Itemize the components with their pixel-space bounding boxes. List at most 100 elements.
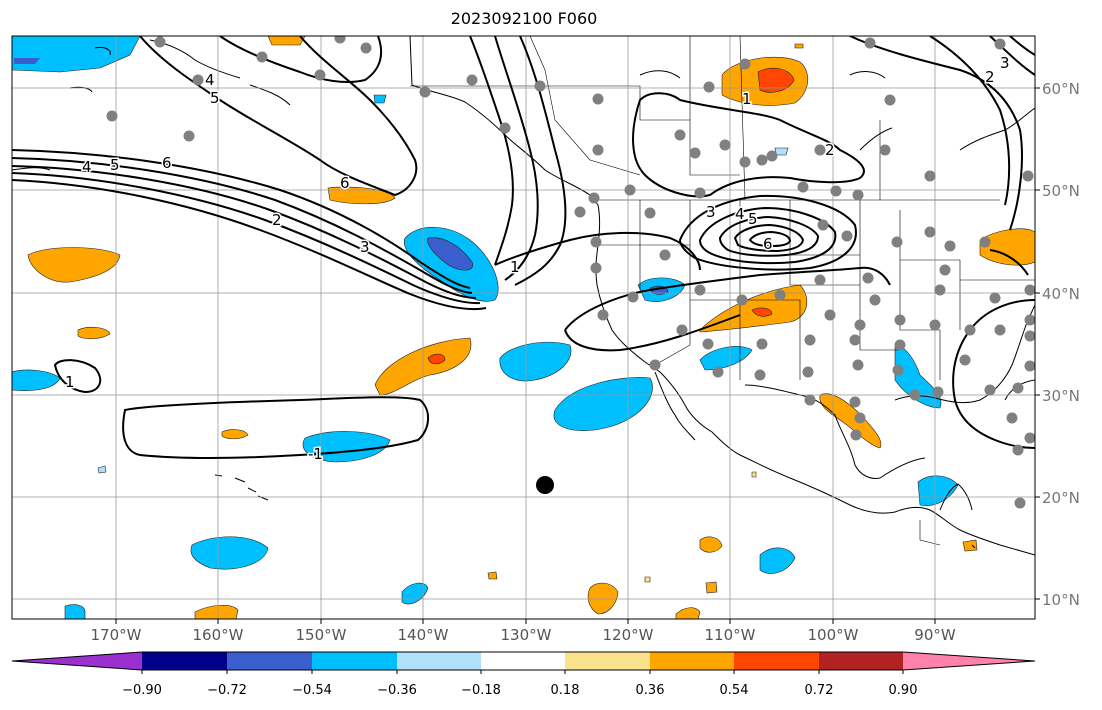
contour-label: 2 [272, 211, 282, 229]
contour-label: 6 [162, 154, 172, 172]
colorbar-tick-label: 0.36 [636, 683, 665, 698]
station-dot [894, 314, 906, 326]
positive-patch [27, 247, 121, 283]
contour-lines [12, 36, 1035, 460]
station-dot [574, 206, 586, 218]
contour-label: 4 [82, 158, 92, 176]
colorbar-segment [142, 652, 227, 670]
station-dot [597, 309, 609, 321]
station-dot [849, 334, 861, 346]
station-dot [719, 139, 731, 151]
station-dot [694, 187, 706, 199]
station-dot [754, 369, 766, 381]
station-dot [849, 396, 861, 408]
negative-patch [373, 94, 387, 104]
colorbar-tick-label: 0.90 [889, 683, 918, 698]
negative-patch [12, 36, 141, 73]
station-dot [862, 272, 874, 284]
station-dot [814, 144, 826, 156]
station-dot [1014, 497, 1026, 509]
lat-label: 60°N [1042, 80, 1080, 98]
station-dot [590, 236, 602, 248]
colorbar-tick-label: 0.18 [551, 683, 580, 698]
colorbar-segment [12, 652, 142, 670]
station-dot [869, 294, 881, 306]
positive-patch [221, 429, 249, 440]
contour-label: 4 [735, 205, 745, 223]
station-dot [627, 291, 639, 303]
lat-label: 10°N [1042, 591, 1080, 609]
station-dot [964, 324, 976, 336]
colorbar-tick-label: −0.54 [292, 683, 332, 698]
lat-label: 30°N [1042, 387, 1080, 405]
positive-patch [327, 186, 396, 205]
lat-label: 20°N [1042, 489, 1080, 507]
station-dot [929, 319, 941, 331]
station-dot [924, 170, 936, 182]
positive-patch [644, 576, 651, 583]
latitude-labels: 10°N 20°N 30°N 40°N 50°N 60°N [1042, 80, 1080, 609]
colorbar-segment [734, 652, 819, 670]
station-dot [959, 354, 971, 366]
state-borders [410, 36, 1035, 546]
lat-label: 50°N [1042, 182, 1080, 200]
positive-patch [267, 36, 306, 46]
lon-label: 120°W [603, 626, 654, 644]
map-frame [11, 35, 1036, 620]
positive-patch [757, 67, 795, 93]
negative-patch [917, 475, 959, 506]
shaded-field [12, 36, 1035, 619]
station-dot [979, 236, 991, 248]
colorbar-tick-label: −0.18 [461, 683, 501, 698]
station-dot [702, 338, 714, 350]
contour-label: 2 [825, 141, 835, 159]
contour-label: 2 [985, 68, 995, 86]
station-dot [924, 226, 936, 238]
colorbar-tick-label: −0.72 [207, 683, 247, 698]
negative-patch [14, 58, 40, 64]
station-dot [864, 37, 876, 49]
station-dot [499, 122, 511, 134]
lon-label: 90°W [914, 626, 956, 644]
station-dot [994, 324, 1006, 336]
contour-label: 6 [763, 235, 773, 253]
station-dot [909, 389, 921, 401]
colorbar-segment [650, 652, 734, 670]
colorbar-segment [312, 652, 397, 670]
station-dot [984, 384, 996, 396]
station-dot [891, 236, 903, 248]
colorbar-segment [481, 652, 565, 670]
station-dot [592, 144, 604, 156]
station-dot [892, 364, 904, 376]
analysis-point-marker [536, 476, 554, 494]
axis-ticks [115, 87, 1040, 624]
station-dot [154, 36, 166, 48]
colorbar-segment [227, 652, 312, 670]
station-dot [674, 129, 686, 141]
station-dot [644, 207, 656, 219]
station-dot [739, 58, 751, 70]
colorbar-tick-label: −0.36 [377, 683, 417, 698]
station-dot [854, 319, 866, 331]
station-dot [314, 69, 326, 81]
colorbar-tick-label: 0.72 [805, 683, 834, 698]
station-dot [1012, 382, 1024, 394]
positive-patch [77, 326, 111, 340]
station-dot [1012, 444, 1024, 456]
negative-patch [97, 465, 107, 474]
lon-label: 100°W [808, 626, 859, 644]
station-dot [1006, 412, 1018, 424]
station-dot [850, 429, 862, 441]
positive-patch [427, 353, 446, 365]
station-dot [106, 110, 118, 122]
positive-patch [962, 539, 978, 552]
station-dot [739, 156, 751, 168]
positive-patch [794, 43, 804, 49]
contour-labels: 6 5 4 6 2 3 1 -1 1 6 5 4 3 2 1 4 5 3 2 [64, 53, 1012, 465]
lon-label: 110°W [705, 626, 756, 644]
positive-patch [194, 605, 239, 619]
station-dot [879, 144, 891, 156]
station-dot [588, 192, 600, 204]
station-dot [1024, 330, 1035, 342]
